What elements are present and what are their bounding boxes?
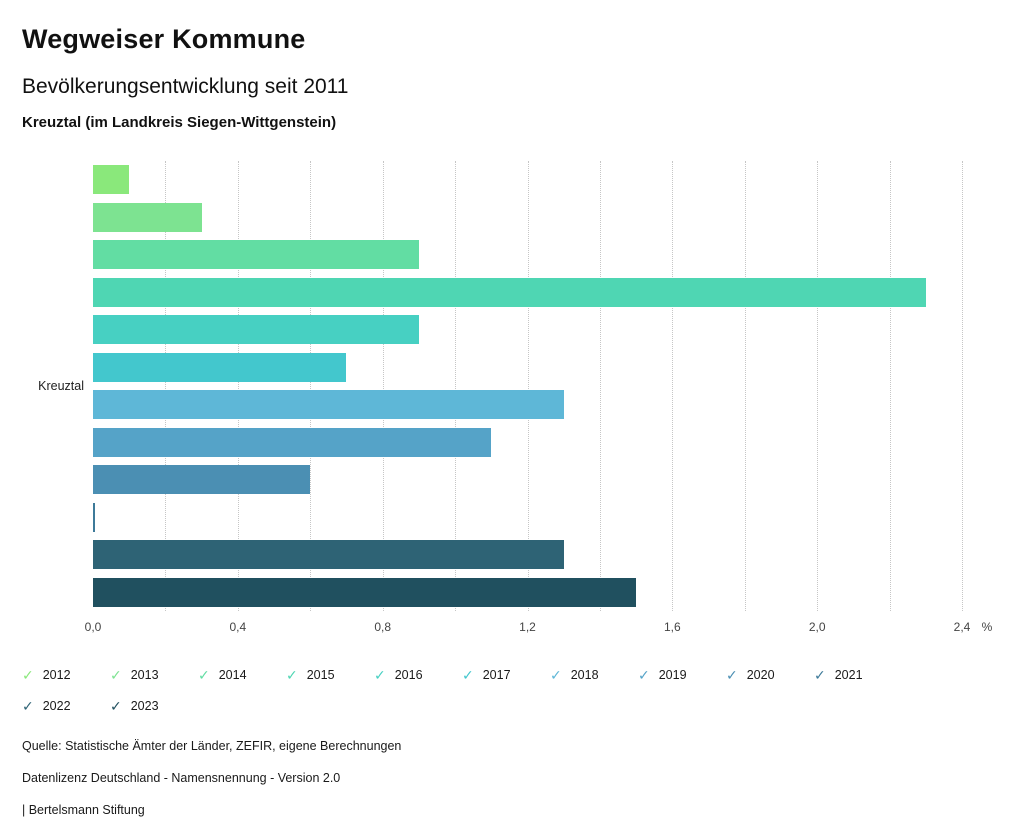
legend-year-label: 2013 bbox=[130, 668, 159, 682]
x-tick-label: 2,0 bbox=[808, 620, 826, 634]
legend-item-2017[interactable]: ✓ 2017 bbox=[462, 668, 550, 682]
legend-year-label: 2016 bbox=[394, 668, 423, 682]
legend-item-2022[interactable]: ✓ 2022 bbox=[22, 699, 110, 713]
bar-2017[interactable] bbox=[93, 352, 347, 382]
x-tick-label: 0,8 bbox=[374, 620, 391, 634]
gridline bbox=[672, 161, 674, 611]
legend-item-2013[interactable]: ✓ 2013 bbox=[110, 668, 198, 682]
x-tick-label: 1,6 bbox=[663, 620, 681, 634]
legend-check-icon: ✓ bbox=[638, 667, 650, 683]
bar-2012[interactable] bbox=[93, 165, 130, 195]
page-title: Wegweiser Kommune bbox=[22, 24, 306, 54]
bar-2023[interactable] bbox=[93, 577, 637, 607]
footer: Quelle: Statistische Ämter der Länder, Z… bbox=[22, 739, 1002, 817]
legend-item-2012[interactable]: ✓ 2012 bbox=[22, 668, 110, 682]
x-tick-label: 0,4 bbox=[229, 620, 247, 634]
attribution-note: | Bertelsmann Stiftung bbox=[22, 803, 145, 817]
legend-item-2021[interactable]: ✓ 2021 bbox=[814, 668, 902, 682]
legend-year-label: 2021 bbox=[834, 668, 863, 682]
legend-check-icon: ✓ bbox=[110, 667, 122, 683]
gridline bbox=[455, 161, 457, 611]
legend: ✓ 2012 ✓ 2013 ✓ 2014 ✓ 2015 ✓ 2016 ✓ 2017 ✓ 2018 ✓ 2019… bbox=[22, 668, 942, 713]
legend-check-icon: ✓ bbox=[22, 667, 34, 683]
x-axis: 0,0 0,4 0,8 1,2 1,6 2,0 2,4% bbox=[85, 620, 993, 644]
x-tick-label: 0,0 bbox=[84, 620, 102, 634]
x-tick-label: 2,4 bbox=[953, 620, 971, 634]
chart-title: Bevölkerungsentwicklung seit 2011 bbox=[22, 75, 349, 98]
bar-2014[interactable] bbox=[93, 240, 419, 270]
legend-check-icon: ✓ bbox=[726, 667, 738, 683]
legend-check-icon: ✓ bbox=[462, 667, 474, 683]
chart-location-subtitle: Kreuztal (im Landkreis Siegen-Wittgenste… bbox=[22, 114, 337, 131]
bar-2019[interactable] bbox=[93, 427, 492, 457]
gridline bbox=[744, 161, 746, 611]
legend-year-label: 2015 bbox=[306, 668, 335, 682]
legend-check-icon: ✓ bbox=[198, 667, 210, 683]
legend-check-icon: ✓ bbox=[374, 667, 386, 683]
legend-year-label: 2017 bbox=[482, 668, 511, 682]
legend-item-2018[interactable]: ✓ 2018 bbox=[550, 668, 638, 682]
legend-check-icon: ✓ bbox=[110, 698, 122, 714]
legend-year-label: 2019 bbox=[658, 668, 687, 682]
legend-item-2020[interactable]: ✓ 2020 bbox=[726, 668, 814, 682]
gridline bbox=[889, 161, 891, 611]
legend-year-label: 2020 bbox=[746, 668, 775, 682]
gridline bbox=[382, 161, 384, 611]
gridline bbox=[165, 161, 167, 611]
legend-item-2023[interactable]: ✓ 2023 bbox=[110, 699, 198, 713]
bar-chart: Kreuztal 0,0 0,4 0,8 1,2 1,6 2,0 2,4% bbox=[22, 161, 1002, 644]
license-note: Datenlizenz Deutschland - Namensnennung … bbox=[22, 771, 341, 785]
legend-check-icon: ✓ bbox=[814, 667, 826, 683]
bar-2022[interactable] bbox=[93, 540, 564, 570]
legend-check-icon: ✓ bbox=[550, 667, 562, 683]
plot-area bbox=[93, 161, 963, 611]
source-note: Quelle: Statistische Ämter der Länder, Z… bbox=[22, 739, 402, 753]
x-tick-label: 1,2 bbox=[519, 620, 536, 634]
bar-2018[interactable] bbox=[93, 390, 564, 420]
bar-2015[interactable] bbox=[93, 277, 926, 307]
bar-2021[interactable] bbox=[93, 502, 95, 532]
legend-year-label: 2012 bbox=[42, 668, 71, 682]
y-axis-category-label: Kreuztal bbox=[38, 379, 84, 393]
gridline bbox=[599, 161, 601, 611]
gridline bbox=[310, 161, 312, 611]
bar-2016[interactable] bbox=[93, 315, 419, 345]
legend-item-2019[interactable]: ✓ 2019 bbox=[638, 668, 726, 682]
gridline bbox=[237, 161, 239, 611]
gridline bbox=[527, 161, 529, 611]
gridline bbox=[817, 161, 819, 611]
legend-check-icon: ✓ bbox=[22, 698, 34, 714]
legend-item-2014[interactable]: ✓ 2014 bbox=[198, 668, 286, 682]
bar-2013[interactable] bbox=[93, 202, 202, 232]
bar-2020[interactable] bbox=[93, 465, 311, 495]
legend-item-2016[interactable]: ✓ 2016 bbox=[374, 668, 462, 682]
legend-check-icon: ✓ bbox=[286, 667, 298, 683]
plot-wrap: 0,0 0,4 0,8 1,2 1,6 2,0 2,4% bbox=[85, 161, 1002, 644]
legend-year-label: 2022 bbox=[42, 699, 71, 713]
gridline bbox=[962, 161, 963, 611]
legend-year-label: 2023 bbox=[130, 699, 159, 713]
legend-year-label: 2018 bbox=[570, 668, 599, 682]
x-axis-unit-label: % bbox=[981, 620, 993, 634]
legend-year-label: 2014 bbox=[218, 668, 247, 682]
legend-item-2015[interactable]: ✓ 2015 bbox=[286, 668, 374, 682]
